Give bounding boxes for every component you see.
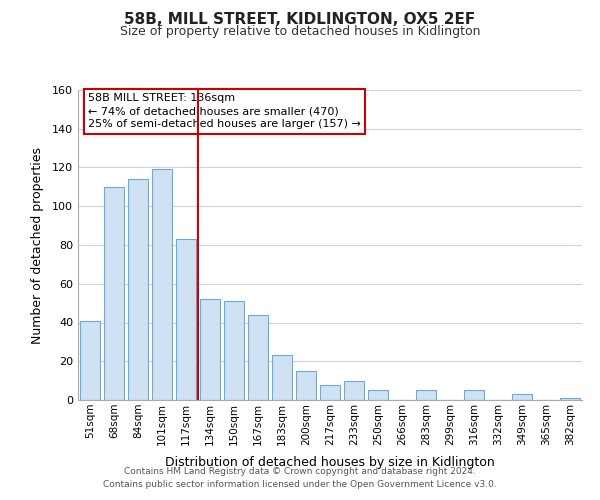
Text: Contains public sector information licensed under the Open Government Licence v3: Contains public sector information licen… <box>103 480 497 489</box>
Bar <box>512 394 532 400</box>
Bar <box>80 320 100 400</box>
Bar <box>560 398 580 400</box>
Bar <box>176 239 196 400</box>
Bar <box>296 371 316 400</box>
Bar <box>224 301 244 400</box>
Bar <box>416 390 436 400</box>
Bar <box>104 187 124 400</box>
Bar <box>272 356 292 400</box>
Bar <box>128 179 148 400</box>
Bar <box>344 380 364 400</box>
X-axis label: Distribution of detached houses by size in Kidlington: Distribution of detached houses by size … <box>165 456 495 469</box>
Bar <box>368 390 388 400</box>
Bar <box>248 315 268 400</box>
Y-axis label: Number of detached properties: Number of detached properties <box>31 146 44 344</box>
Bar <box>320 384 340 400</box>
Bar <box>200 299 220 400</box>
Text: 58B, MILL STREET, KIDLINGTON, OX5 2EF: 58B, MILL STREET, KIDLINGTON, OX5 2EF <box>124 12 476 28</box>
Bar <box>152 170 172 400</box>
Text: Contains HM Land Registry data © Crown copyright and database right 2024.: Contains HM Land Registry data © Crown c… <box>124 467 476 476</box>
Text: Size of property relative to detached houses in Kidlington: Size of property relative to detached ho… <box>120 25 480 38</box>
Bar <box>464 390 484 400</box>
Text: 58B MILL STREET: 136sqm
← 74% of detached houses are smaller (470)
25% of semi-d: 58B MILL STREET: 136sqm ← 74% of detache… <box>88 93 361 130</box>
